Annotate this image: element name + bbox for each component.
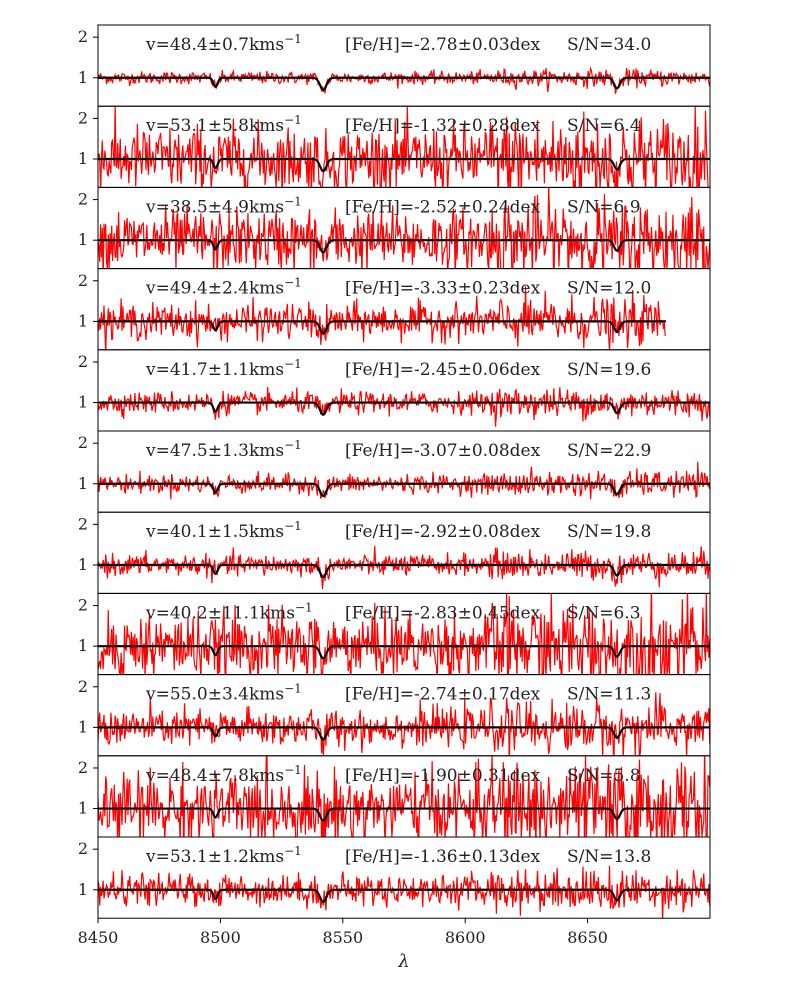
observed-spectrum-line — [98, 755, 710, 837]
y-tick-label: 1 — [78, 393, 88, 412]
spectrum-panel: 1 2 v=40.1±1.5kms−1 [Fe/H]=-2.92±0.08dex S/N… — [78, 511, 711, 594]
signal-to-noise-label: S/N=6.4 — [567, 116, 641, 136]
signal-to-noise-label: S/N=19.6 — [567, 360, 651, 380]
model-spectrum-line — [98, 239, 710, 254]
metallicity-label: [Fe/H]=-1.36±0.13dex — [345, 847, 541, 867]
velocity-label: v=49.4±2.4kms−1 — [145, 276, 302, 299]
metallicity-label: [Fe/H]=-2.78±0.03dex — [345, 35, 541, 55]
y-tick-label: 1 — [78, 68, 88, 87]
model-spectrum-line — [98, 888, 710, 904]
metallicity-label: [Fe/H]=-2.74±0.17dex — [345, 685, 541, 705]
model-spectrum-line — [98, 726, 710, 741]
observed-spectrum-line — [98, 387, 710, 427]
velocity-label: v=38.5±4.9kms−1 — [145, 194, 302, 217]
metallicity-label: [Fe/H]=-1.32±0.28dex — [345, 116, 541, 136]
y-tick-label: 1 — [78, 230, 88, 249]
signal-to-noise-label: S/N=6.3 — [567, 603, 641, 623]
y-tick-label: 2 — [78, 758, 88, 777]
y-tick-label: 2 — [78, 108, 88, 127]
velocity-label: v=40.1±1.5kms−1 — [145, 519, 302, 542]
spectrum-panel: 1 2 v=47.5±1.3kms−1 [Fe/H]=-3.07±0.08dex S/N… — [78, 430, 711, 513]
model-spectrum-line — [98, 76, 710, 92]
y-tick-label: 2 — [78, 839, 88, 858]
model-spectrum-line — [98, 157, 710, 173]
observed-spectrum-line — [98, 593, 710, 675]
y-tick-label: 1 — [78, 555, 88, 574]
metallicity-label: [Fe/H]=-2.83±0.45dex — [345, 603, 541, 623]
signal-to-noise-label: S/N=12.0 — [567, 279, 651, 299]
observed-spectrum-line — [98, 692, 710, 756]
spectrum-panel: 1 2 v=48.4±0.7kms−1 [Fe/H]=-2.78±0.03dex S/N… — [78, 24, 711, 107]
y-tick-label: 2 — [78, 271, 88, 290]
signal-to-noise-label: S/N=19.8 — [567, 522, 651, 542]
y-tick-label: 1 — [78, 149, 88, 168]
y-tick-label: 1 — [78, 880, 88, 899]
spectrum-panel: 1 2 v=53.1±5.8kms−1 [Fe/H]=-1.32±0.28dex S/N… — [78, 105, 711, 188]
y-tick-label: 1 — [78, 474, 88, 493]
y-tick-label: 2 — [78, 190, 88, 209]
metallicity-label: [Fe/H]=-3.33±0.23dex — [345, 279, 541, 299]
y-tick-label: 2 — [78, 433, 88, 452]
signal-to-noise-label: S/N=13.8 — [567, 847, 651, 867]
metallicity-label: [Fe/H]=-2.52±0.24dex — [345, 197, 541, 217]
y-tick-label: 1 — [78, 799, 88, 818]
observed-spectrum-line — [98, 286, 666, 350]
velocity-label: v=48.4±0.7kms−1 — [145, 32, 302, 55]
metallicity-label: [Fe/H]=-1.90±0.31dex — [345, 766, 541, 786]
velocity-label: v=47.5±1.3kms−1 — [145, 438, 302, 461]
spectrum-panel: 1 2 v=41.7±1.1kms−1 [Fe/H]=-2.45±0.06dex S/N… — [78, 349, 711, 432]
model-spectrum-line — [98, 320, 666, 335]
metallicity-label: [Fe/H]=-2.45±0.06dex — [345, 360, 541, 380]
signal-to-noise-label: S/N=11.3 — [567, 685, 651, 705]
velocity-label: v=41.7±1.1kms−1 — [145, 357, 302, 380]
y-tick-label: 2 — [78, 514, 88, 533]
signal-to-noise-label: S/N=22.9 — [567, 441, 651, 461]
x-tick-label: 8550 — [322, 928, 363, 947]
x-tick-label: 8500 — [200, 928, 241, 947]
signal-to-noise-label: S/N=6.9 — [567, 197, 641, 217]
metallicity-label: [Fe/H]=-2.92±0.08dex — [345, 522, 541, 542]
model-spectrum-line — [98, 563, 710, 579]
y-tick-label: 1 — [78, 717, 88, 736]
observed-spectrum-line — [98, 66, 710, 94]
velocity-label: v=53.1±5.8kms−1 — [145, 113, 302, 136]
y-tick-label: 1 — [78, 311, 88, 330]
spectrum-panel: 1 2 v=49.4±2.4kms−1 [Fe/H]=-3.33±0.23dex S/N… — [78, 268, 711, 351]
spectrum-panel: 1 2 v=40.2±11.1kms−1 [Fe/H]=-2.83±0.45dex S/… — [78, 592, 711, 676]
observed-spectrum-line — [98, 545, 710, 589]
y-tick-label: 1 — [78, 636, 88, 655]
x-tick-label: 8650 — [567, 928, 608, 947]
velocity-label: v=53.1±1.2kms−1 — [145, 844, 302, 867]
panel-frame — [97, 836, 711, 919]
velocity-label: v=55.0±3.4kms−1 — [145, 682, 302, 705]
model-spectrum-line — [98, 401, 710, 416]
y-tick-label: 2 — [78, 677, 88, 696]
y-tick-label: 2 — [78, 352, 88, 371]
spectrum-panel: 1 2 v=55.0±3.4kms−1 [Fe/H]=-2.74±0.17dex S/N… — [78, 674, 711, 757]
y-tick-label: 2 — [78, 27, 88, 46]
spectrum-panel: 1 2 v=53.1±1.2kms−1 [Fe/H]=-1.36±0.13dex S/N… — [78, 836, 711, 919]
model-spectrum-line — [98, 482, 710, 498]
metallicity-label: [Fe/H]=-3.07±0.08dex — [345, 441, 541, 461]
x-axis-label: λ — [397, 951, 409, 972]
velocity-label: v=40.2±11.1kms−1 — [145, 600, 313, 623]
x-tick-label: 8450 — [78, 928, 119, 947]
model-spectrum-line — [98, 645, 710, 660]
signal-to-noise-label: S/N=5.8 — [567, 766, 641, 786]
x-tick-label: 8600 — [445, 928, 486, 947]
spectrum-panel: 1 2 v=38.5±4.9kms−1 [Fe/H]=-2.52±0.24dex S/N… — [78, 186, 711, 270]
signal-to-noise-label: S/N=34.0 — [567, 35, 651, 55]
observed-spectrum-line — [98, 187, 710, 269]
y-tick-label: 2 — [78, 596, 88, 615]
observed-spectrum-line — [98, 106, 709, 188]
velocity-label: v=48.4±7.8kms−1 — [145, 763, 302, 786]
model-spectrum-line — [98, 807, 710, 822]
observed-spectrum-line — [98, 865, 710, 919]
